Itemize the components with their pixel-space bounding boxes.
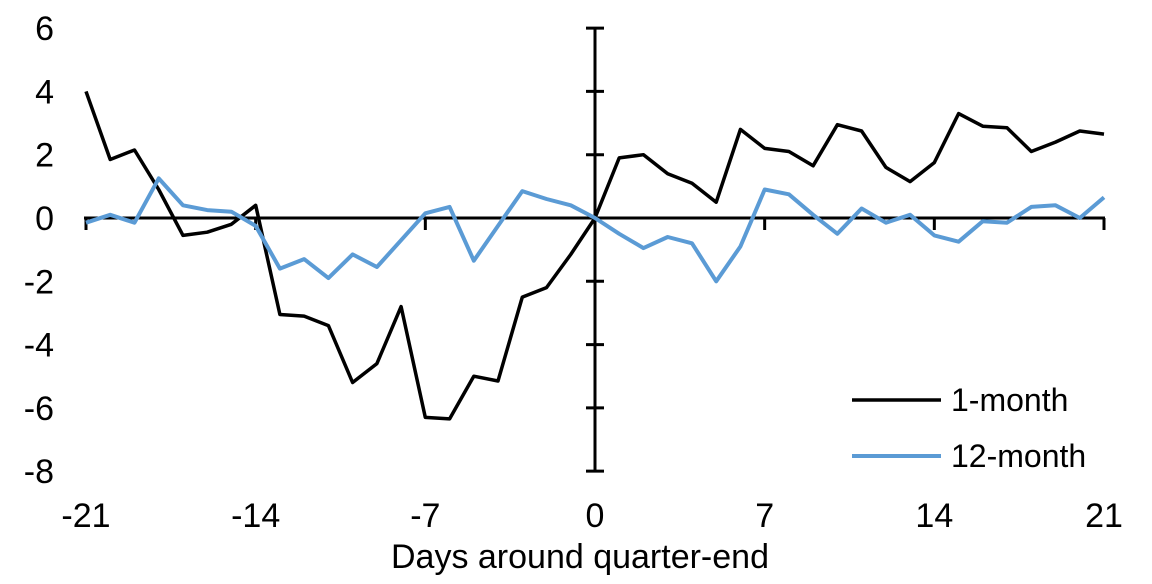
y-tick-label: 2 [35, 137, 54, 175]
y-tick-label: -8 [24, 453, 54, 491]
legend-label-1-month: 1-month [951, 382, 1068, 418]
y-tick-label: -4 [24, 327, 54, 365]
legend-label-12-month: 12-month [951, 438, 1086, 474]
x-axis-title: Days around quarter-end [391, 538, 769, 576]
series-line-12-month [85, 176, 1106, 284]
x-tick-label: 0 [586, 497, 605, 535]
y-tick-label: 6 [35, 10, 54, 48]
x-tick-label: 7 [755, 497, 774, 535]
x-tick-label: -21 [61, 497, 110, 535]
x-tick-label: 14 [915, 497, 953, 535]
x-tick-label: -7 [410, 497, 440, 535]
y-tick-label: 0 [35, 200, 54, 238]
x-tick-label: -14 [231, 497, 280, 535]
x-tick-label: 21 [1085, 497, 1123, 535]
y-tick-label: -2 [24, 263, 54, 301]
y-tick-label: 4 [35, 73, 54, 111]
y-tick-label: -6 [24, 390, 54, 428]
